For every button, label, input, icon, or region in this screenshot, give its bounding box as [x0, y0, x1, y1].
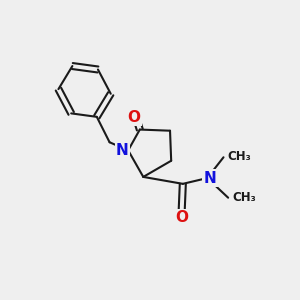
Text: CH₃: CH₃	[227, 150, 251, 163]
Text: O: O	[175, 210, 188, 225]
Text: CH₃: CH₃	[233, 191, 256, 204]
Text: N: N	[116, 143, 129, 158]
Text: O: O	[128, 110, 140, 125]
Text: N: N	[204, 171, 216, 186]
